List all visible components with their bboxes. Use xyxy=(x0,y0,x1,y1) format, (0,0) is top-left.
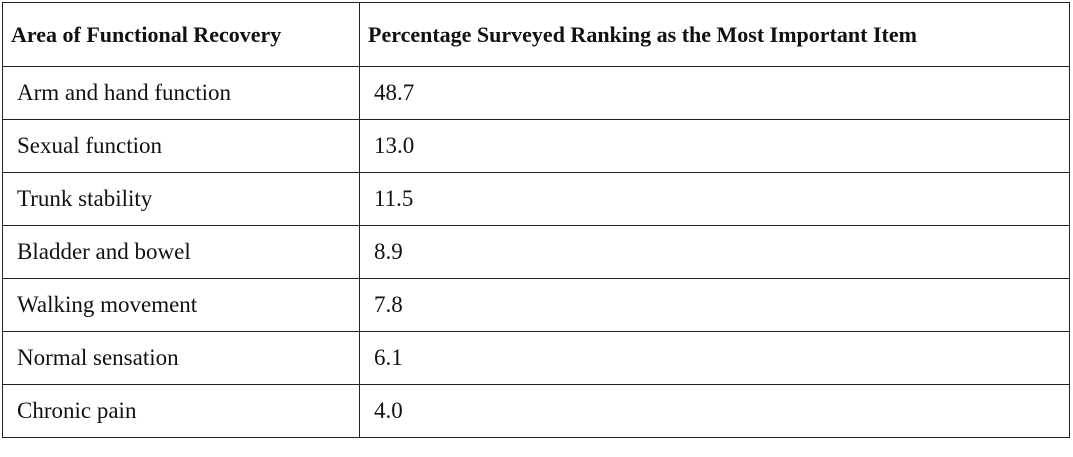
header-cell: Percentage Surveyed Ranking as the Most … xyxy=(359,2,1070,67)
table-row: Arm and hand function 48.7 xyxy=(2,66,1070,120)
area-cell: Sexual function xyxy=(2,119,360,173)
percentage-cell: 13.0 xyxy=(359,119,1070,173)
percentage-cell: 11.5 xyxy=(359,172,1070,226)
percentage-cell: 7.8 xyxy=(359,278,1070,332)
header-cell: Area of Functional Recovery xyxy=(2,2,360,67)
table-row: Normal sensation 6.1 xyxy=(2,331,1070,385)
area-cell: Bladder and bowel xyxy=(2,225,360,279)
table-row: Chronic pain 4.0 xyxy=(2,384,1070,438)
data-table: Area of Functional Recovery Percentage Su… xyxy=(2,2,1070,438)
percentage-cell: 8.9 xyxy=(359,225,1070,279)
area-cell: Arm and hand function xyxy=(2,66,360,120)
table-row: Bladder and bowel 8.9 xyxy=(2,225,1070,279)
table-row: Walking movement 7.8 xyxy=(2,278,1070,332)
table-row: Trunk stability 11.5 xyxy=(2,172,1070,226)
area-cell: Normal sensation xyxy=(2,331,360,385)
table-row: Sexual function 13.0 xyxy=(2,119,1070,173)
area-cell: Trunk stability xyxy=(2,172,360,226)
percentage-cell: 6.1 xyxy=(359,331,1070,385)
percentage-cell: 4.0 xyxy=(359,384,1070,438)
table-head: Area of Functional Recovery Percentage Su… xyxy=(2,2,1070,67)
area-cell: Chronic pain xyxy=(2,384,360,438)
area-cell: Walking movement xyxy=(2,278,360,332)
header-row: Area of Functional Recovery Percentage Su… xyxy=(2,2,1070,67)
table-body: Arm and hand function 48.7 Sexual function… xyxy=(2,66,1070,438)
percentage-cell: 48.7 xyxy=(359,66,1070,120)
